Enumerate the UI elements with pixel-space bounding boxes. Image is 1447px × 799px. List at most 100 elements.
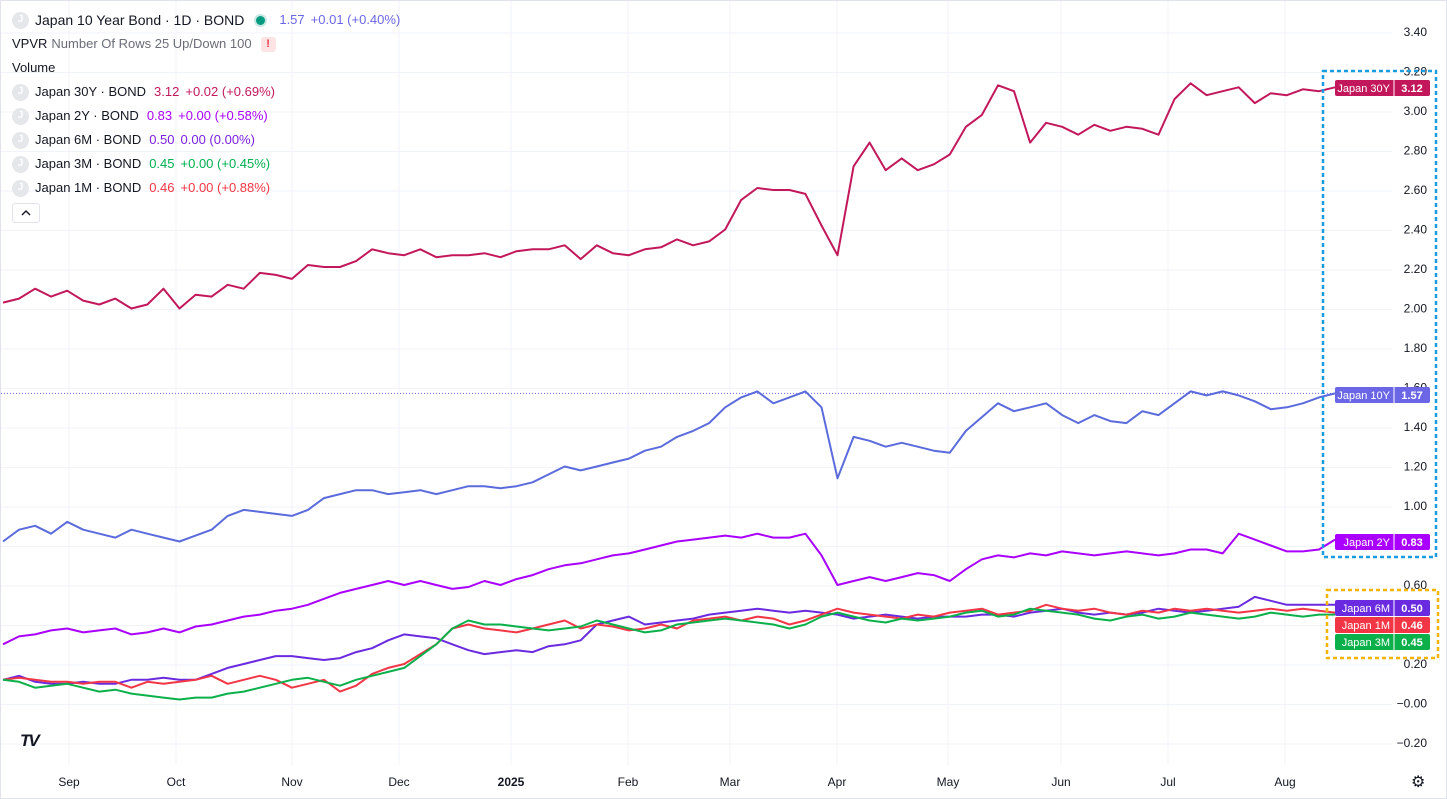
- compare-series-name: Japan 2Y · BOND: [35, 108, 139, 123]
- compare-series-name: Japan 30Y · BOND: [35, 84, 147, 99]
- symbol-logo-icon: J: [12, 155, 29, 173]
- series-line-japan-6m[interactable]: [2, 595, 1335, 685]
- compare-series-change: +0.00 (+0.45%): [180, 156, 271, 171]
- compare-series-legend[interactable]: J Japan 1M · BOND 0.46 +0.00 (+0.88%): [12, 176, 400, 200]
- price-axis-series-value: 1.57: [1401, 390, 1422, 402]
- symbol-logo-icon: J: [12, 83, 29, 101]
- y-tick-label: 3.00: [1404, 104, 1428, 118]
- main-series-title[interactable]: Japan 10 Year Bond · 1D · BOND: [35, 12, 245, 28]
- price-axis-label[interactable]: Japan 1M 0.46: [1335, 617, 1430, 633]
- price-axis-series-name: Japan 6M: [1342, 603, 1390, 615]
- price-axis-series-name: Japan 30Y: [1337, 83, 1390, 95]
- chart-legend: J Japan 10 Year Bond · 1D · BOND 1.57 +0…: [12, 8, 400, 223]
- compare-series-name: Japan 1M · BOND: [35, 180, 142, 195]
- compare-series-name: Japan 3M · BOND: [35, 156, 142, 171]
- price-axis-label-bg: [1335, 387, 1430, 403]
- x-tick-label: May: [937, 775, 960, 789]
- compare-series-change: +0.00 (+0.88%): [180, 180, 271, 195]
- y-tick-label: −0.20: [1397, 736, 1428, 750]
- compare-series-legend[interactable]: J Japan 6M · BOND 0.50 0.00 (0.00%): [12, 128, 400, 152]
- volume-label: Volume: [12, 60, 56, 75]
- y-tick-label: 2.80: [1404, 144, 1428, 158]
- compare-series-change: +0.02 (+0.69%): [185, 84, 275, 99]
- y-tick-label: 0.20: [1404, 657, 1428, 671]
- series-line-japan-30y[interactable]: [2, 82, 1336, 310]
- y-tick-label: 2.00: [1404, 302, 1428, 316]
- y-tick-label: 0.60: [1404, 578, 1428, 592]
- main-series-change: +0.01 (+0.40%): [310, 12, 401, 27]
- x-tick-label: Jun: [1051, 775, 1070, 789]
- y-tick-label: 2.60: [1404, 183, 1428, 197]
- symbol-logo-icon: J: [12, 131, 29, 149]
- price-axis-label[interactable]: Japan 30Y 3.12: [1335, 80, 1430, 96]
- compare-series-value: 0.50: [149, 132, 175, 147]
- compare-series-value: 0.83: [146, 108, 173, 123]
- price-axis-series-value: 3.12: [1401, 83, 1422, 95]
- x-tick-label: Dec: [388, 775, 409, 789]
- x-tick-label: Nov: [281, 775, 302, 789]
- alert-icon[interactable]: !: [260, 36, 276, 52]
- gear-icon[interactable]: ⚙: [1411, 774, 1426, 791]
- x-tick-label: Mar: [720, 775, 741, 789]
- price-axis-label-bg: [1335, 600, 1430, 616]
- x-tick-label: Apr: [828, 775, 847, 789]
- vpvr-legend[interactable]: VPVR Number Of Rows 25 Up/Down 100 !: [12, 32, 400, 56]
- y-tick-label: −0.00: [1397, 697, 1428, 711]
- series-line-japan-1m[interactable]: [2, 603, 1336, 693]
- price-axis-label-bg: [1335, 534, 1430, 550]
- y-tick-label: 1.20: [1404, 460, 1428, 474]
- symbol-logo-icon: J: [12, 11, 29, 29]
- x-tick-label: 2025: [498, 775, 525, 789]
- y-tick-label: 3.40: [1404, 25, 1428, 39]
- compare-series-change: 0.00 (0.00%): [180, 132, 255, 147]
- price-axis-series-name: Japan 2Y: [1344, 537, 1391, 549]
- price-axis-series-name: Japan 3M: [1342, 637, 1390, 649]
- price-axis-series-value: 0.45: [1401, 637, 1422, 649]
- price-axis-series-name: Japan 10Y: [1337, 390, 1390, 402]
- price-axis-label-bg: [1335, 80, 1430, 96]
- x-tick-label: Aug: [1274, 775, 1295, 789]
- main-series-legend[interactable]: J Japan 10 Year Bond · 1D · BOND 1.57 +0…: [12, 8, 400, 32]
- price-axis-label-bg: [1335, 617, 1430, 633]
- collapse-legend-button[interactable]: [12, 203, 40, 223]
- compare-series-legend[interactable]: J Japan 30Y · BOND 3.12 +0.02 (+0.69%): [12, 80, 400, 104]
- highlight-box-short-rates: [1325, 588, 1440, 660]
- y-tick-label: 2.20: [1404, 262, 1428, 276]
- vpvr-params: Number Of Rows 25 Up/Down 100: [51, 36, 252, 51]
- highlight-box-long-rates: [1321, 69, 1438, 559]
- x-tick-label: Oct: [167, 775, 186, 789]
- compare-series-legend[interactable]: J Japan 3M · BOND 0.45 +0.00 (+0.45%): [12, 152, 400, 176]
- compare-series-change: +0.00 (+0.58%): [178, 108, 268, 123]
- y-tick-label: 1.80: [1404, 341, 1428, 355]
- volume-legend[interactable]: Volume: [12, 56, 400, 80]
- y-tick-label: 2.40: [1404, 223, 1428, 237]
- compare-series-value: 0.46: [149, 180, 175, 195]
- price-axis-series-value: 0.83: [1401, 537, 1422, 549]
- y-grid: [1, 32, 1392, 745]
- price-axis-series-value: 0.50: [1401, 603, 1422, 615]
- price-axis-label[interactable]: Japan 3M 0.45: [1335, 634, 1430, 650]
- price-axis-label-bg: [1335, 634, 1430, 650]
- chevron-up-icon: [21, 210, 31, 216]
- compare-series-value: 3.12: [154, 84, 180, 99]
- compare-series-name: Japan 6M · BOND: [35, 132, 142, 147]
- compare-series-value: 0.45: [149, 156, 175, 171]
- series-line-japan-10y[interactable]: [2, 390, 1336, 543]
- tradingview-logo[interactable]: TV: [20, 731, 40, 750]
- market-status-icon[interactable]: [254, 13, 268, 27]
- symbol-logo-icon: J: [12, 179, 29, 197]
- price-axis-label[interactable]: Japan 6M 0.50: [1335, 600, 1430, 616]
- series-line-japan-3m[interactable]: [2, 607, 1335, 701]
- x-tick-label: Jul: [1160, 775, 1175, 789]
- price-axis-label[interactable]: Japan 10Y 1.57: [1335, 387, 1430, 403]
- y-tick-label: 1.40: [1404, 420, 1428, 434]
- symbol-logo-icon: J: [12, 107, 29, 125]
- y-tick-label: 1.00: [1404, 499, 1428, 513]
- series-line-japan-2y[interactable]: [2, 532, 1336, 646]
- x-tick-label: Feb: [618, 775, 639, 789]
- price-axis-series-name: Japan 1M: [1342, 620, 1390, 632]
- compare-series-legend[interactable]: J Japan 2Y · BOND 0.83 +0.00 (+0.58%): [12, 104, 400, 128]
- main-series-value: 1.57: [279, 12, 305, 27]
- price-axis-label[interactable]: Japan 2Y 0.83: [1335, 534, 1430, 550]
